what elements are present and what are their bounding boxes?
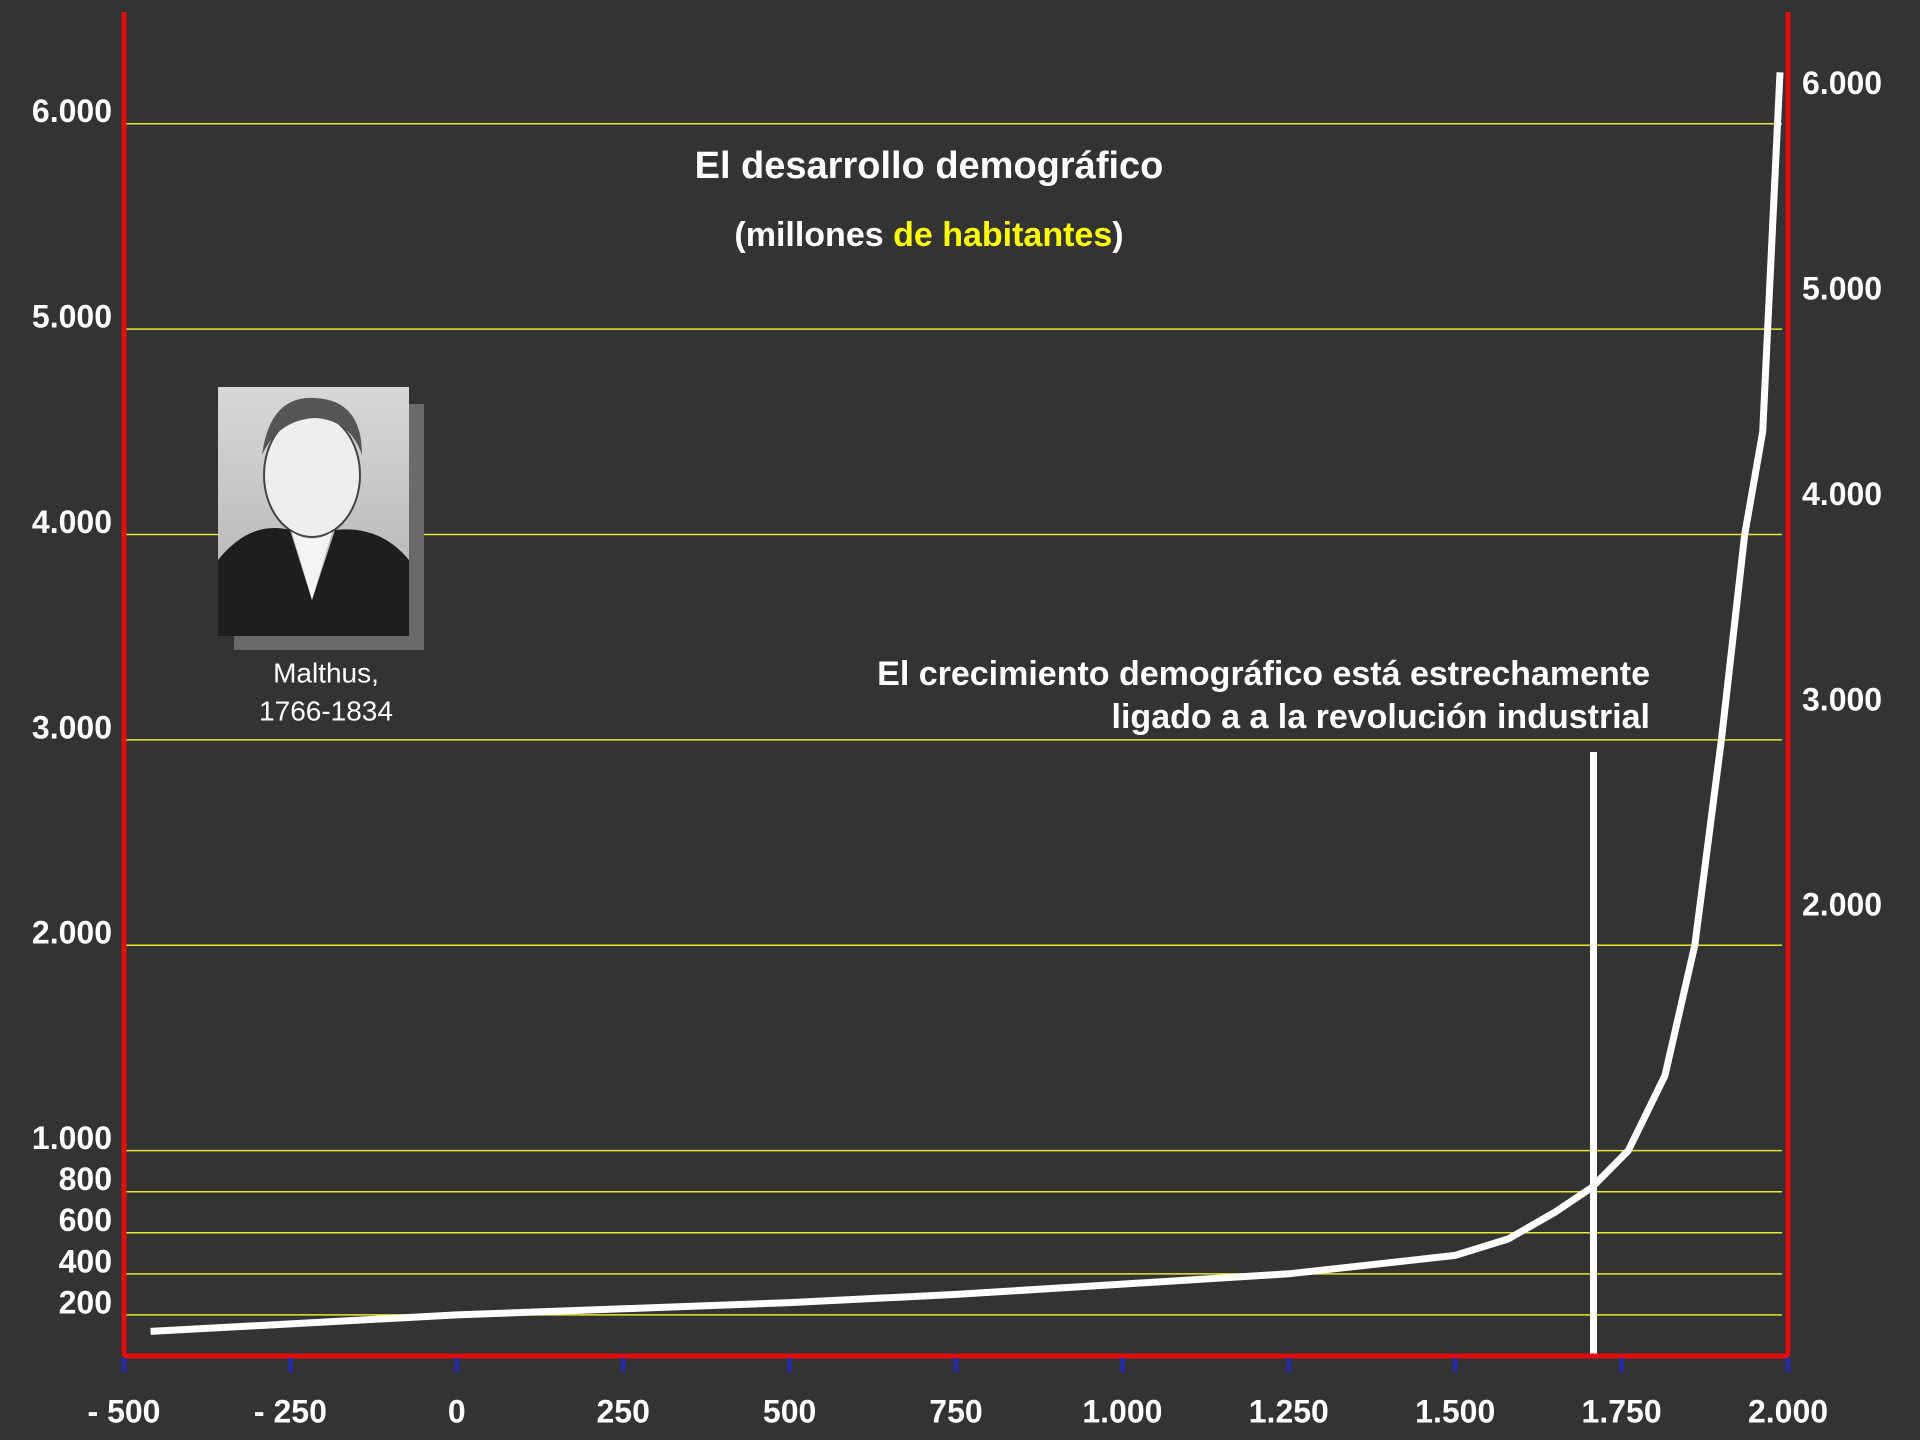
caption: 1766-1834: [259, 695, 393, 726]
y-tick-label: 800: [59, 1161, 112, 1197]
chart-title: El desarrollo demográfico: [695, 145, 1164, 187]
y-tick-label: 2.000: [32, 915, 112, 951]
caption: Malthus,: [273, 657, 379, 688]
portrait: [218, 387, 424, 650]
x-tick-label: 1.500: [1415, 1393, 1495, 1429]
x-tick-label: 1.000: [1082, 1393, 1162, 1429]
x-tick: [953, 1358, 959, 1372]
x-tick: [787, 1358, 793, 1372]
x-tick: [1785, 1358, 1791, 1372]
y-tick-label: 6.000: [32, 93, 112, 129]
chart-subtitle: (millones de habitantes): [734, 216, 1123, 254]
x-tick-label: 500: [763, 1393, 816, 1429]
x-tick-label: 750: [929, 1393, 982, 1429]
industrial-revolution-marker: [1590, 752, 1597, 1356]
x-tick: [1119, 1358, 1125, 1372]
x-tick: [1619, 1358, 1625, 1372]
y2-tick-label: 2.000: [1802, 887, 1882, 923]
x-tick: [287, 1358, 293, 1372]
y2-tick-label: 4.000: [1802, 476, 1882, 512]
x-tick-label: 0: [448, 1393, 466, 1429]
x-tick-label: 250: [597, 1393, 650, 1429]
y-tick-label: 3.000: [32, 709, 112, 745]
x-tick: [121, 1358, 127, 1372]
annotation: El crecimiento demográfico está estrecha…: [877, 655, 1650, 693]
y-tick-label: 400: [59, 1243, 112, 1279]
x-tick: [1452, 1358, 1458, 1372]
x-tick: [1286, 1358, 1292, 1372]
y-tick-label: 200: [59, 1284, 112, 1320]
y-tick-label: 4.000: [32, 504, 112, 540]
annotation: ligado a a la revolución industrial: [1112, 698, 1650, 736]
y-tick-label: 1.000: [32, 1120, 112, 1156]
x-tick: [454, 1358, 460, 1372]
x-tick: [620, 1358, 626, 1372]
portrait-collar: [292, 532, 332, 600]
y2-tick-label: 6.000: [1802, 65, 1882, 101]
plot: 200 400 600 800 1.000 2.000 3.000 4.000 5.000 6.0…: [32, 12, 1882, 1429]
x-tick-label: - 500: [88, 1393, 161, 1429]
y-tick-label: 600: [59, 1202, 112, 1238]
subtitle-part: (millones: [734, 216, 893, 254]
x-tick-label: 1.750: [1582, 1393, 1662, 1429]
subtitle-part: de habitantes: [893, 216, 1112, 254]
portrait-coat: [218, 528, 409, 636]
data-line: [150, 72, 1784, 1335]
x-tick-label: - 250: [254, 1393, 327, 1429]
y2-tick-label: 5.000: [1802, 271, 1882, 307]
x-tick-label: 1.250: [1249, 1393, 1329, 1429]
x-tick-label: 2.000: [1748, 1393, 1828, 1429]
subtitle-part: ): [1112, 216, 1123, 254]
y2-tick-label: 3.000: [1802, 681, 1882, 717]
portrait-hair: [262, 397, 362, 455]
y-tick-label: 5.000: [32, 299, 112, 335]
